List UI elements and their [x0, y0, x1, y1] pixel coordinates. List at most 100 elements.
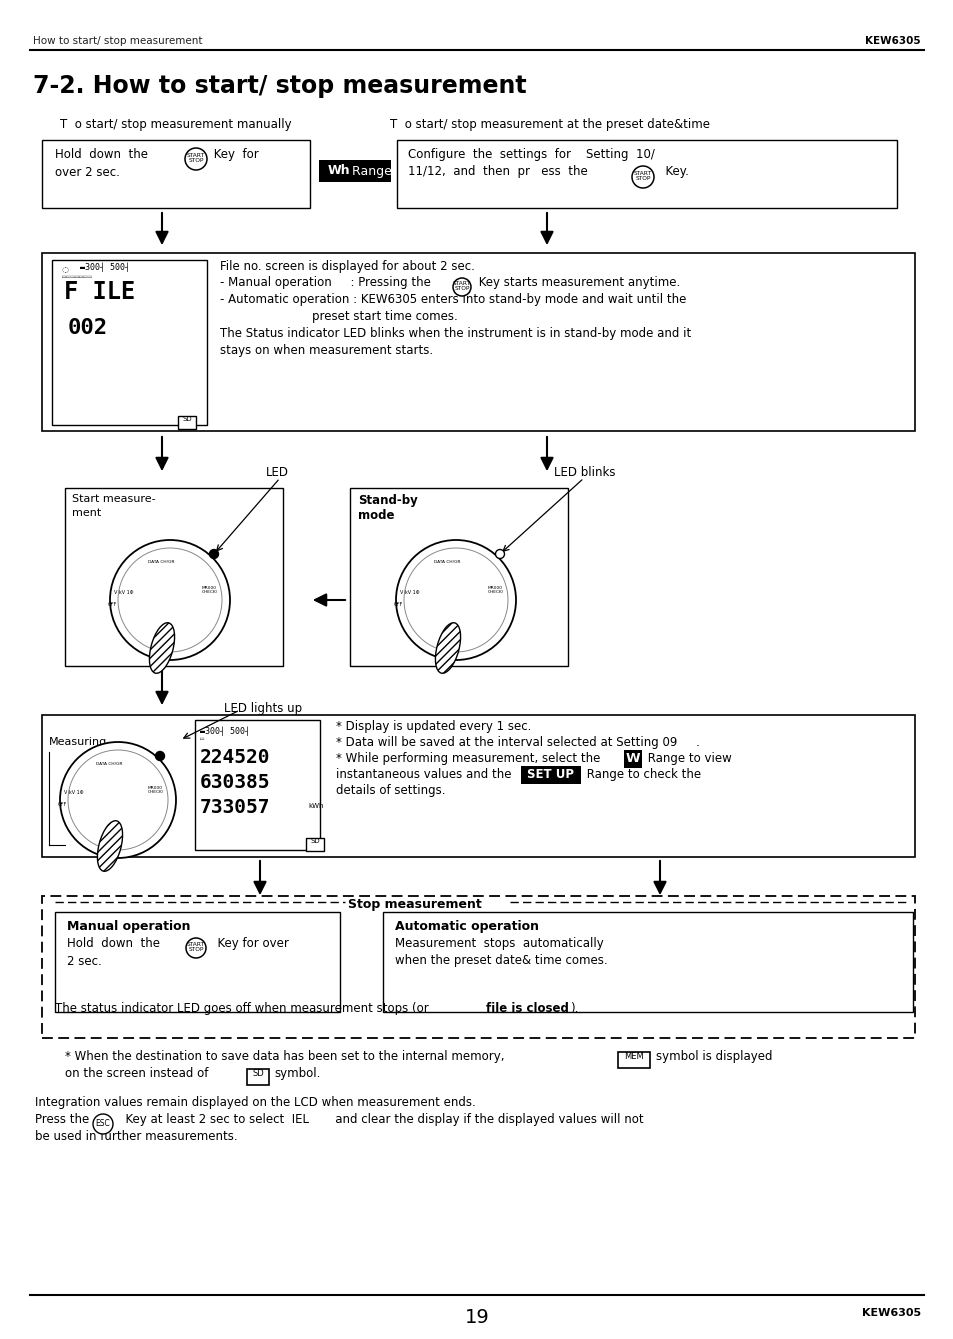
Text: DATA CH/GR: DATA CH/GR: [148, 560, 174, 564]
Text: be used in further measurements.: be used in further measurements.: [35, 1130, 237, 1144]
Text: symbol is displayed: symbol is displayed: [656, 1050, 772, 1063]
Text: MEM: MEM: [623, 1052, 643, 1060]
Text: LED lights up: LED lights up: [224, 702, 302, 715]
Text: mode: mode: [357, 509, 395, 522]
Text: Configure  the  settings  for    Setting  10/: Configure the settings for Setting 10/: [408, 149, 654, 161]
Text: * While performing measurement, select the: * While performing measurement, select t…: [335, 753, 599, 765]
Text: MR000
CHECK/: MR000 CHECK/: [202, 586, 218, 595]
Text: SD: SD: [310, 838, 319, 844]
Circle shape: [118, 548, 222, 652]
Text: START
STOP: START STOP: [453, 281, 471, 291]
Text: Range: Range: [348, 165, 392, 178]
Text: 19: 19: [464, 1308, 489, 1327]
Text: LED: LED: [266, 466, 289, 479]
Text: ▬300┤ 500┤: ▬300┤ 500┤: [80, 262, 130, 272]
Circle shape: [60, 742, 175, 858]
Text: * When the destination to save data has been set to the internal memory,: * When the destination to save data has …: [65, 1050, 504, 1063]
Text: Key  for: Key for: [210, 149, 258, 161]
Text: Measuring: Measuring: [49, 736, 107, 747]
Text: MR000
CHECK/: MR000 CHECK/: [148, 786, 164, 794]
Text: V kV 1Φ: V kV 1Φ: [113, 589, 133, 595]
Circle shape: [110, 540, 230, 660]
Text: 733057: 733057: [200, 798, 271, 817]
Text: Key at least 2 sec to select  IEL       and clear the display if the displayed v: Key at least 2 sec to select IEL and cle…: [118, 1113, 643, 1126]
Text: 7-2. How to start/ stop measurement: 7-2. How to start/ stop measurement: [33, 74, 526, 98]
FancyBboxPatch shape: [306, 838, 324, 852]
Text: 2 sec.: 2 sec.: [67, 955, 102, 968]
Text: ▭: ▭: [200, 736, 204, 742]
Text: ▭▭▭▭▭▭▭: ▭▭▭▭▭▭▭: [62, 274, 91, 280]
Text: when the preset date& time comes.: when the preset date& time comes.: [395, 953, 607, 967]
Circle shape: [495, 549, 504, 558]
Text: Key starts measurement anytime.: Key starts measurement anytime.: [475, 276, 679, 289]
Text: Stand-by: Stand-by: [357, 494, 417, 507]
FancyBboxPatch shape: [178, 416, 195, 428]
Text: DATA CH/GR: DATA CH/GR: [96, 762, 122, 766]
Circle shape: [210, 549, 218, 558]
Text: SET UP: SET UP: [527, 769, 574, 782]
Circle shape: [186, 939, 206, 957]
Text: W: W: [625, 753, 639, 766]
Circle shape: [631, 166, 654, 187]
Circle shape: [453, 279, 471, 296]
Text: symbol.: symbol.: [274, 1067, 320, 1081]
FancyBboxPatch shape: [618, 1052, 649, 1069]
Text: The Status indicator LED blinks when the instrument is in stand-by mode and it: The Status indicator LED blinks when the…: [220, 327, 691, 340]
Text: Hold  down  the: Hold down the: [55, 149, 148, 161]
Text: SD: SD: [252, 1069, 264, 1078]
Text: KEW6305: KEW6305: [861, 1308, 920, 1318]
Text: F ILE: F ILE: [64, 280, 135, 304]
FancyBboxPatch shape: [194, 720, 319, 850]
Text: - Automatic operation : KEW6305 enters into stand-by mode and wait until the: - Automatic operation : KEW6305 enters i…: [220, 293, 685, 307]
Text: * Display is updated every 1 sec.: * Display is updated every 1 sec.: [335, 720, 531, 732]
Text: Wh: Wh: [328, 165, 351, 178]
FancyBboxPatch shape: [247, 1069, 269, 1085]
FancyBboxPatch shape: [52, 260, 207, 424]
Text: SD: SD: [182, 416, 192, 422]
Text: stays on when measurement starts.: stays on when measurement starts.: [220, 344, 433, 358]
Circle shape: [403, 548, 507, 652]
Text: 224520: 224520: [200, 749, 271, 767]
FancyBboxPatch shape: [42, 141, 310, 208]
Ellipse shape: [150, 623, 174, 674]
Text: ◌: ◌: [62, 265, 70, 274]
FancyBboxPatch shape: [55, 912, 339, 1012]
Text: 630385: 630385: [200, 773, 271, 791]
Text: OFF: OFF: [108, 601, 117, 607]
Text: on the screen instead of: on the screen instead of: [65, 1067, 208, 1081]
Text: instantaneous values and the: instantaneous values and the: [335, 769, 511, 781]
Text: START
STOP: START STOP: [187, 943, 205, 952]
Text: * Data will be saved at the interval selected at Setting 09     .: * Data will be saved at the interval sel…: [335, 736, 700, 749]
Text: OFF: OFF: [394, 601, 403, 607]
Text: Measurement  stops  automatically: Measurement stops automatically: [395, 937, 603, 949]
Text: Range to check the: Range to check the: [582, 769, 700, 781]
Text: details of settings.: details of settings.: [335, 785, 445, 797]
FancyBboxPatch shape: [42, 715, 914, 857]
Text: V kV 1Φ: V kV 1Φ: [399, 589, 419, 595]
Ellipse shape: [97, 821, 122, 872]
FancyBboxPatch shape: [318, 159, 391, 182]
Text: T  o start/ stop measurement manually: T o start/ stop measurement manually: [60, 118, 292, 131]
Circle shape: [68, 750, 168, 850]
Circle shape: [395, 540, 516, 660]
Circle shape: [155, 751, 164, 761]
FancyBboxPatch shape: [65, 487, 283, 665]
Text: MR000
CHECK/: MR000 CHECK/: [488, 586, 504, 595]
Text: Start measure-: Start measure-: [71, 494, 155, 503]
Text: File no. screen is displayed for about 2 sec.: File no. screen is displayed for about 2…: [220, 260, 475, 273]
Text: OFF: OFF: [58, 802, 67, 806]
FancyBboxPatch shape: [350, 487, 567, 665]
Text: Stop measurement: Stop measurement: [348, 898, 481, 911]
Text: Range to view: Range to view: [643, 753, 731, 765]
Circle shape: [92, 1114, 112, 1134]
Text: preset start time comes.: preset start time comes.: [312, 311, 457, 323]
Text: V kV 1Φ: V kV 1Φ: [64, 790, 84, 794]
Text: LED blinks: LED blinks: [554, 466, 615, 479]
Ellipse shape: [435, 623, 460, 674]
Text: over 2 sec.: over 2 sec.: [55, 166, 120, 179]
Text: Manual operation: Manual operation: [67, 920, 191, 933]
Text: ▬300┤ 500┤: ▬300┤ 500┤: [200, 726, 250, 735]
Text: 002: 002: [68, 317, 108, 337]
Text: START
STOP: START STOP: [634, 171, 651, 181]
FancyBboxPatch shape: [382, 912, 912, 1012]
